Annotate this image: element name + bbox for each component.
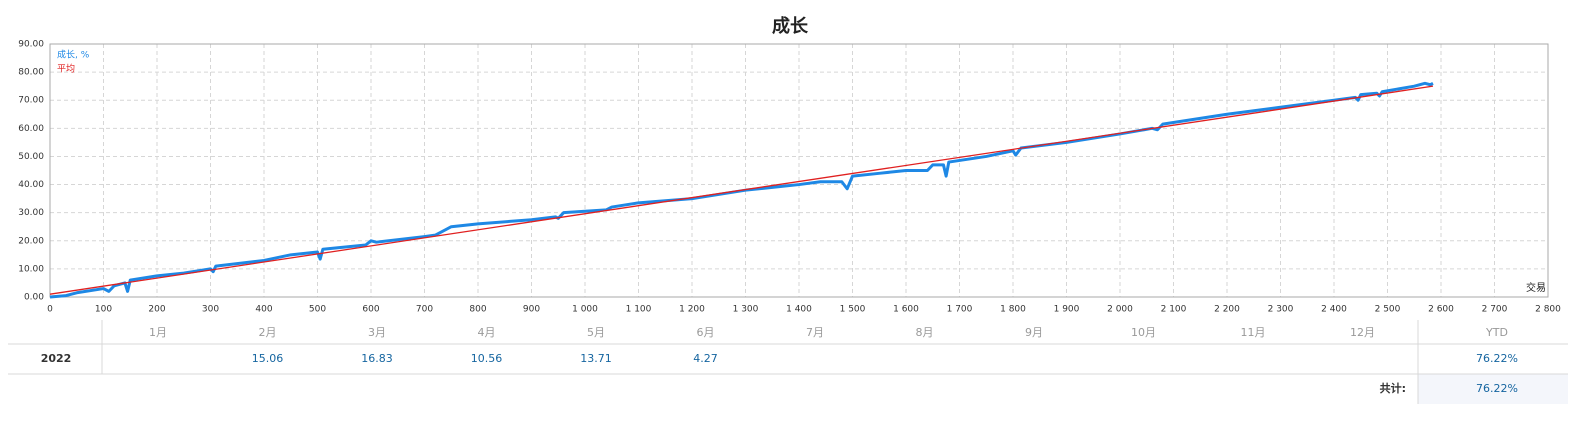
table-header: 6月 xyxy=(697,326,715,339)
y-tick-label: 10.00 xyxy=(18,264,44,274)
x-tick-label: 2 800 xyxy=(1535,305,1561,315)
x-tick-label: 2 400 xyxy=(1321,305,1347,315)
x-tick-label: 1 700 xyxy=(947,305,973,315)
x-tick-label: 1 100 xyxy=(626,305,652,315)
x-tick-label: 400 xyxy=(255,305,272,315)
y-tick-label: 70.00 xyxy=(18,96,44,106)
legend-label: 平均 xyxy=(57,63,75,75)
table-header: YTD xyxy=(1485,326,1508,339)
x-tick-label: 500 xyxy=(309,305,326,315)
total-label: 共计: xyxy=(1380,381,1406,395)
x-tick-label: 2 500 xyxy=(1375,305,1401,315)
x-tick-label: 0 xyxy=(47,305,53,315)
x-tick-label: 2 300 xyxy=(1268,305,1294,315)
table-header: 1月 xyxy=(149,326,167,339)
table-lines xyxy=(8,320,1568,404)
x-tick-label: 600 xyxy=(362,305,379,315)
series-line xyxy=(49,85,1434,295)
series-line xyxy=(49,81,1434,299)
y-tick-label: 30.00 xyxy=(18,208,44,218)
ytd-value: 76.22% xyxy=(1476,352,1518,365)
legend-label: 成长, % xyxy=(57,49,90,61)
table-header: 12月 xyxy=(1350,326,1375,339)
total-value: 76.22% xyxy=(1476,382,1518,395)
total-cell-bg xyxy=(1418,374,1568,404)
y-tick-label: 90.00 xyxy=(18,40,44,50)
table-header: 2月 xyxy=(259,326,277,339)
x-tick-label: 800 xyxy=(469,305,486,315)
table-header: 9月 xyxy=(1025,326,1043,339)
table-header: 4月 xyxy=(478,326,496,339)
table-header: 8月 xyxy=(916,326,934,339)
x-tick-label: 700 xyxy=(416,305,433,315)
month-value: 10.56 xyxy=(471,352,503,365)
y-tick-label: 80.00 xyxy=(18,68,44,78)
x-tick-label: 2 200 xyxy=(1214,305,1240,315)
table-header: 10月 xyxy=(1131,326,1156,339)
month-value: 16.83 xyxy=(361,352,393,365)
y-tick-label: 20.00 xyxy=(18,236,44,246)
x-tick-label: 900 xyxy=(523,305,540,315)
x-tick-label: 200 xyxy=(148,305,165,315)
month-value: 13.71 xyxy=(580,352,612,365)
x-tick-label: 1 300 xyxy=(733,305,759,315)
chart-title: 成长 xyxy=(772,15,809,37)
x-tick-label: 1 500 xyxy=(840,305,866,315)
x-tick-label: 1 800 xyxy=(1000,305,1026,315)
x-axis-label: 交易 xyxy=(1526,281,1546,294)
table-header: 3月 xyxy=(368,326,386,339)
x-tick-label: 100 xyxy=(95,305,112,315)
row-label: 2022 xyxy=(41,352,72,365)
table-header: 7月 xyxy=(806,326,824,339)
y-tick-label: 50.00 xyxy=(18,152,44,162)
x-tick-label: 300 xyxy=(202,305,219,315)
x-tick-label: 1 000 xyxy=(572,305,598,315)
x-tick-label: 2 700 xyxy=(1482,305,1508,315)
x-tick-label: 1 400 xyxy=(786,305,812,315)
x-tick-label: 1 200 xyxy=(679,305,705,315)
table-header: 11月 xyxy=(1241,326,1266,339)
plot-border xyxy=(49,43,1549,298)
y-tick-label: 40.00 xyxy=(18,180,44,190)
month-value: 4.27 xyxy=(693,352,718,365)
x-tick-label: 1 600 xyxy=(893,305,919,315)
x-tick-label: 2 600 xyxy=(1428,305,1454,315)
month-value: 15.06 xyxy=(252,352,284,365)
table-header: 5月 xyxy=(587,326,605,339)
x-tick-label: 2 100 xyxy=(1161,305,1187,315)
y-tick-label: 0.00 xyxy=(24,293,44,303)
x-tick-label: 2 000 xyxy=(1107,305,1133,315)
y-tick-label: 60.00 xyxy=(18,124,44,134)
x-tick-label: 1 900 xyxy=(1054,305,1080,315)
